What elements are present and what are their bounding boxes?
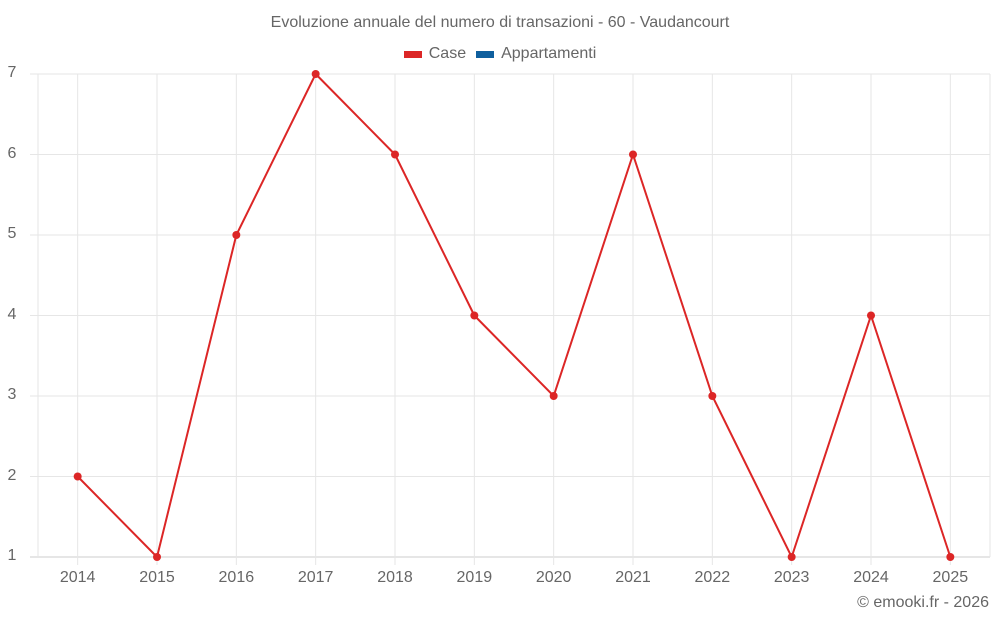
y-tick-label: 1 bbox=[7, 547, 17, 564]
data-point[interactable] bbox=[73, 472, 82, 481]
credit-text: © emooki.fr - 2026 bbox=[857, 594, 989, 611]
y-tick-label: 2 bbox=[7, 466, 17, 484]
x-tick-label: 2023 bbox=[773, 569, 810, 586]
x-tick-label: 2025 bbox=[932, 569, 969, 586]
gridlines bbox=[30, 73, 991, 565]
series-case bbox=[73, 70, 955, 561]
y-tick-label: 6 bbox=[7, 144, 17, 162]
legend: Case Appartamenti bbox=[0, 45, 1000, 63]
legend-swatch-appartamenti bbox=[476, 50, 495, 58]
data-point[interactable] bbox=[470, 311, 479, 320]
x-tick-label: 2022 bbox=[694, 569, 731, 586]
x-tick-label: 2018 bbox=[377, 569, 413, 586]
data-point[interactable] bbox=[787, 553, 796, 561]
x-tick-label: 2024 bbox=[853, 569, 889, 586]
x-tick-label: 2017 bbox=[297, 569, 334, 586]
y-tick-label: 3 bbox=[7, 386, 17, 403]
x-tick-label: 2016 bbox=[218, 569, 255, 586]
data-point[interactable] bbox=[311, 70, 320, 78]
x-tick-label: 2021 bbox=[615, 569, 651, 586]
data-point[interactable] bbox=[549, 392, 558, 400]
data-point[interactable] bbox=[232, 231, 241, 239]
x-tick-label: 2014 bbox=[59, 569, 96, 586]
chart-title: Evoluzione annuale del numero di transaz… bbox=[270, 14, 730, 31]
data-point[interactable] bbox=[867, 311, 875, 320]
data-point[interactable] bbox=[708, 392, 717, 400]
data-point[interactable] bbox=[153, 553, 161, 561]
y-tick-label: 5 bbox=[7, 225, 17, 242]
data-point[interactable] bbox=[391, 150, 399, 159]
y-tick-label: 7 bbox=[7, 64, 17, 81]
legend-label-case: Case bbox=[428, 45, 467, 62]
data-point[interactable] bbox=[946, 553, 955, 561]
x-tick-label: 2019 bbox=[456, 569, 493, 586]
legend-swatch-case bbox=[403, 50, 422, 58]
x-tick-label: 2015 bbox=[139, 569, 175, 586]
legend-item-case[interactable]: Case bbox=[403, 45, 467, 63]
legend-item-appartamenti[interactable]: Appartamenti bbox=[476, 45, 596, 63]
x-tick-label: 2020 bbox=[535, 569, 572, 586]
y-tick-label: 4 bbox=[7, 305, 17, 323]
legend-label-appartamenti: Appartamenti bbox=[501, 45, 597, 62]
data-point[interactable] bbox=[629, 150, 637, 159]
